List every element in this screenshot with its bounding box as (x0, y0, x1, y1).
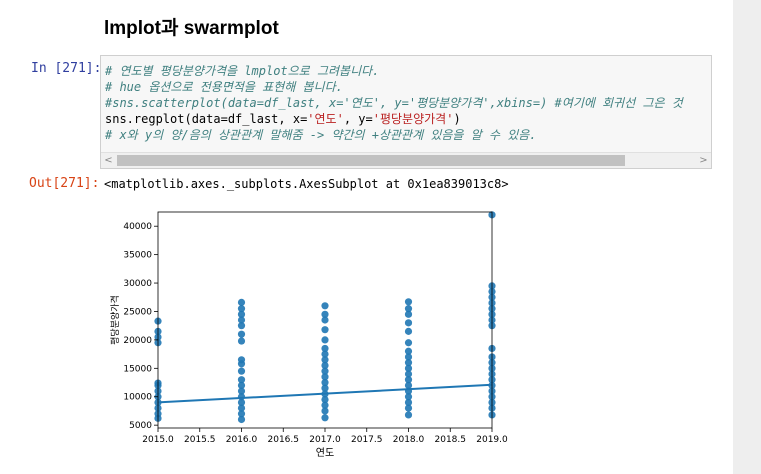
scatter-point (404, 310, 413, 318)
scatter-point (404, 364, 413, 372)
y-tick-label: 30000 (123, 279, 152, 289)
scatter-point (321, 373, 329, 381)
scrollbar-thumb[interactable] (117, 155, 625, 166)
scatter-point (237, 398, 246, 407)
x-tick-label: 2018.5 (435, 435, 467, 445)
scatter-point (237, 381, 246, 389)
right-gutter (733, 0, 761, 474)
scatter-point (321, 401, 329, 409)
scatter-point (404, 305, 413, 313)
scatter-point (404, 327, 413, 335)
scatter-point (404, 359, 413, 367)
scatter-point (237, 376, 246, 384)
scatter-point (321, 395, 329, 404)
scatter-point (404, 298, 413, 306)
x-tick-label: 2018.0 (393, 435, 425, 445)
scatter-point (237, 404, 246, 412)
code-statement: sns.regplot(data=df_last, x= (105, 112, 308, 126)
scatter-point (237, 316, 246, 324)
x-tick-label: 2016.0 (226, 435, 258, 445)
code-comment: # 연도별 평당분양가격을 lmplot으로 그려봅니다. (105, 64, 380, 78)
code-comment: # hue 옵션으로 전용면적을 표현해 봅니다. (105, 80, 343, 94)
scatter-point (321, 356, 329, 364)
scatter-point (321, 361, 329, 370)
scatter-point (404, 404, 413, 412)
scatter-point (321, 310, 329, 318)
scatter-point (404, 370, 413, 378)
code-comment: # x와 y의 양/음의 상관관계 말해줌 -> 약간의 +상관관계 있음을 알… (105, 128, 537, 142)
scatter-point (404, 339, 413, 347)
output-text: <matplotlib.axes._subplots.AxesSubplot a… (104, 177, 509, 191)
scatter-point (237, 367, 246, 375)
scroll-right-icon[interactable]: > (699, 155, 708, 166)
x-axis-label: 연도 (316, 447, 334, 459)
output-prompt: Out[271]: (29, 176, 100, 191)
x-tick-label: 2016.5 (268, 435, 300, 445)
scatter-point (237, 415, 246, 424)
scatter-point (404, 411, 413, 419)
scatter-point (237, 330, 246, 338)
scatter-point (404, 353, 413, 361)
code-string: '평당분양가격' (372, 112, 454, 126)
x-tick-label: 2017.5 (351, 435, 383, 445)
scatter-point (237, 305, 246, 313)
y-tick-label: 25000 (123, 307, 152, 317)
scatter-point (237, 410, 246, 418)
section-heading: lmplot과 swarmplot (104, 18, 279, 39)
scatter-point (237, 356, 246, 364)
scatter-point (404, 319, 413, 327)
scroll-left-icon[interactable]: < (104, 155, 113, 166)
input-prompt: In [271]: (31, 61, 102, 76)
scatter-point (321, 326, 329, 334)
scatter-point (321, 302, 329, 310)
y-tick-label: 5000 (129, 421, 152, 431)
code-comment: #sns.scatterplot(data=df_last, x='연도', y… (105, 96, 683, 110)
y-tick-label: 40000 (123, 222, 152, 232)
code-editor[interactable]: # 연도별 평당분양가격을 lmplot으로 그려봅니다. # hue 옵션으로… (105, 63, 711, 143)
y-tick-label: 20000 (123, 336, 152, 346)
y-axis-label: 평당분양가격 (109, 295, 121, 345)
plot-layer (154, 211, 496, 424)
axis-layer: 2015.0 2015.5 2016.0 2016.5 2017.0 2017.5 2018… (123, 222, 508, 445)
scatter-point (321, 316, 329, 324)
scatter-point (404, 381, 413, 389)
code-cell[interactable]: # 연도별 평당분양가격을 lmplot으로 그려봅니다. # hue 옵션으로… (100, 55, 712, 169)
scatter-point (321, 344, 329, 353)
scatter-point (321, 336, 329, 344)
scatter-point (321, 378, 329, 387)
horizontal-scrollbar[interactable]: < > (101, 152, 711, 168)
scatter-point (321, 384, 329, 392)
x-tick-label: 2015.5 (184, 435, 216, 445)
y-tick-label: 35000 (123, 251, 152, 261)
regplot-chart: 2015.0 2015.5 2016.0 2016.5 2017.0 2017.5 2018… (109, 211, 508, 459)
scatter-point (237, 322, 246, 330)
scatter-point (404, 393, 413, 401)
scatter-point (237, 298, 246, 306)
scatter-point (321, 367, 329, 375)
y-tick-label: 15000 (123, 364, 152, 374)
x-tick-label: 2015.0 (142, 435, 174, 445)
regression-line (157, 383, 493, 404)
code-statement: , y= (343, 112, 373, 126)
code-statement: ) (453, 112, 461, 126)
code-string: '연도' (307, 112, 344, 126)
scatter-point (321, 350, 329, 358)
scatter-point (404, 398, 413, 407)
scatter-point (404, 347, 413, 355)
x-tick-label: 2019.0 (476, 435, 508, 445)
scatter-point (237, 337, 246, 345)
scatter-point (237, 310, 246, 318)
y-tick-label: 10000 (123, 393, 152, 403)
scatter-point (237, 387, 246, 395)
scatter-point (321, 407, 329, 415)
scatter-point (321, 414, 329, 422)
x-tick-label: 2017.0 (309, 435, 341, 445)
scatter-point (404, 376, 413, 384)
